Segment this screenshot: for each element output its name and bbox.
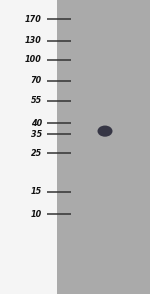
Text: 15: 15 <box>31 187 42 196</box>
Ellipse shape <box>98 126 112 137</box>
Text: 130: 130 <box>25 36 42 45</box>
Text: 10: 10 <box>31 210 42 218</box>
Bar <box>57 0 150 294</box>
Text: 55: 55 <box>31 96 42 105</box>
Text: 35: 35 <box>31 130 42 139</box>
Text: 70: 70 <box>31 76 42 85</box>
Text: 100: 100 <box>25 55 42 64</box>
Text: 170: 170 <box>25 15 42 24</box>
Text: 40: 40 <box>31 119 42 128</box>
Text: 25: 25 <box>31 149 42 158</box>
Bar <box>0 0 57 294</box>
